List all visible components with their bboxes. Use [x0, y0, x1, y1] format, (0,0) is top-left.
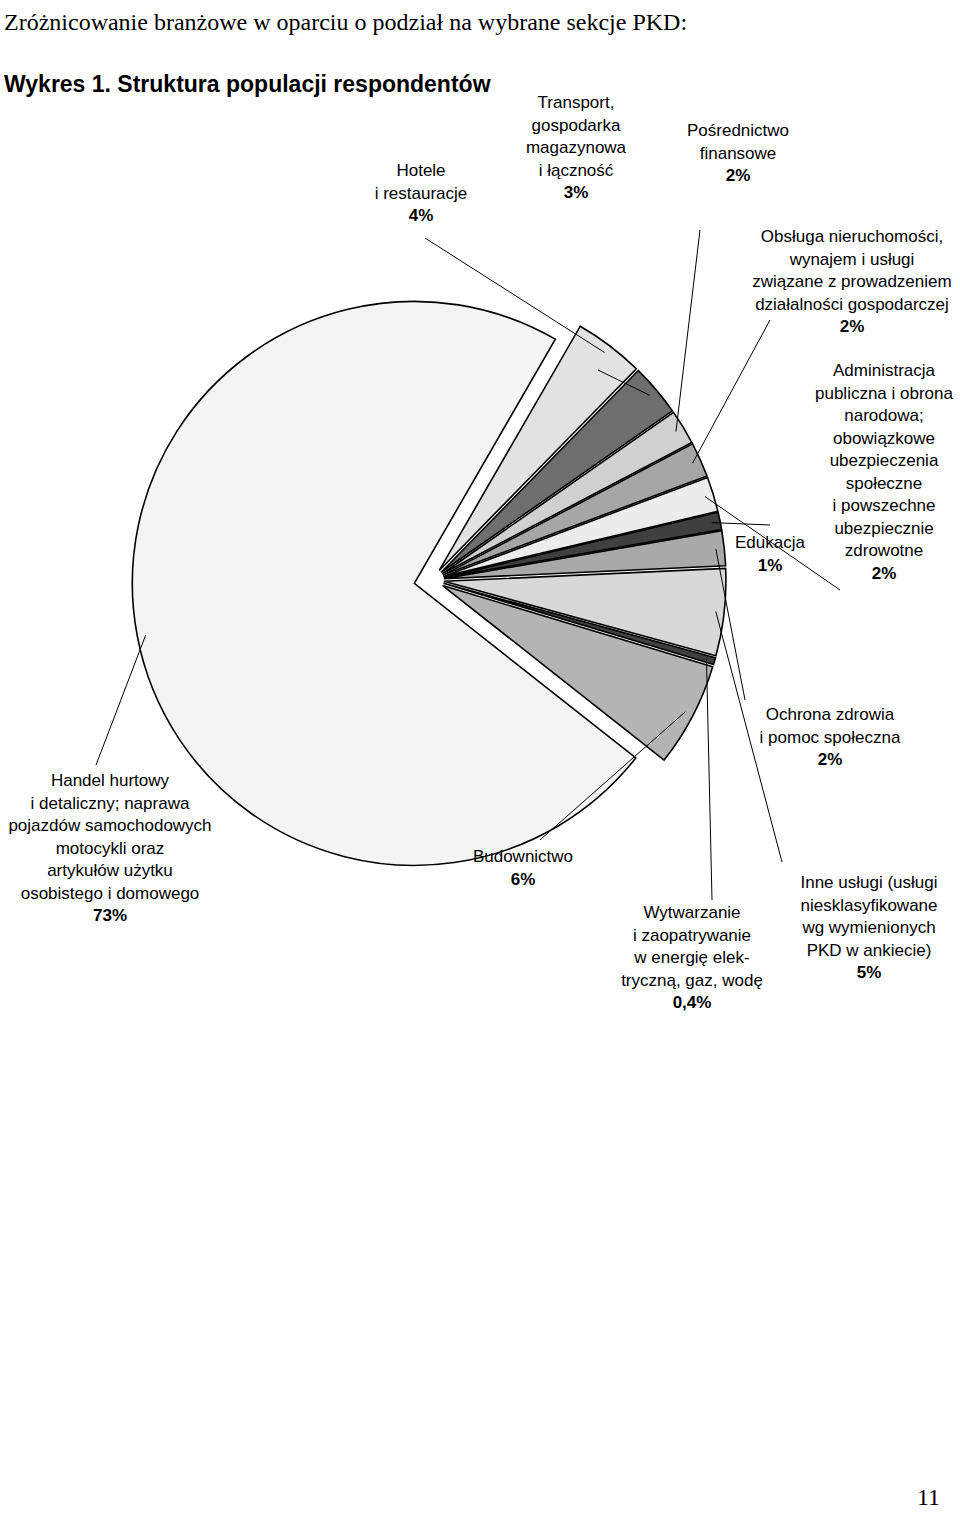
- category-label: Edukacja: [735, 533, 805, 552]
- leader-line: [716, 612, 782, 862]
- data-label: 6%: [511, 870, 536, 889]
- leader-line: [706, 659, 712, 900]
- leader-line: [598, 370, 650, 395]
- leader-line: [705, 497, 840, 590]
- leader-line: [425, 238, 605, 352]
- category-label: Obsługa nieruchomości,wynajem i usługizw…: [752, 227, 951, 314]
- data-label: 1%: [758, 556, 783, 575]
- pie: [132, 301, 726, 865]
- data-label: 5%: [857, 963, 882, 982]
- leader-line: [712, 523, 770, 525]
- category-label: Budownictwo: [473, 847, 573, 866]
- data-label: 2%: [840, 317, 865, 336]
- leader-line: [96, 635, 146, 765]
- category-label: Pośrednictwofinansowe: [687, 121, 789, 163]
- slice: [132, 301, 635, 865]
- chart: Zróżnicowanie branżowe w oparciu o podzi…: [0, 0, 960, 1517]
- category-label: Transport,gospodarkamagazynowai łączność: [526, 93, 627, 180]
- category-label: Handel hurtowyi detaliczny; naprawapojaz…: [8, 771, 211, 903]
- data-label: 2%: [818, 750, 843, 769]
- page-number: 11: [917, 1484, 940, 1510]
- title: Wykres 1. Struktura populacji respondent…: [4, 71, 491, 97]
- category-label: Ochrona zdrowiai pomoc społeczna: [760, 705, 901, 747]
- leader-line: [716, 549, 745, 700]
- category-label: Wytwarzaniei zaopatrywaniew energię elek…: [621, 903, 763, 990]
- category-label: Inne usługi (usługiniesklasyfikowanewg w…: [800, 873, 937, 960]
- data-label: 2%: [726, 166, 751, 185]
- leader-line: [540, 712, 685, 840]
- data-label: 0,4%: [673, 993, 712, 1012]
- labels: Hotelei restauracje 4% Transport,gospodark…: [8, 93, 953, 1012]
- data-label: 73%: [93, 906, 127, 925]
- leader-line: [693, 320, 770, 463]
- data-label: 3%: [564, 183, 589, 202]
- data-label: 2%: [872, 564, 897, 583]
- data-label: 4%: [409, 206, 434, 225]
- heading: Zróżnicowanie branżowe w oparciu o podzi…: [4, 9, 687, 35]
- leader-line: [676, 230, 700, 432]
- category-label: Administracjapubliczna i obronanarodowa;…: [815, 361, 954, 560]
- category-label: Hotelei restauracje: [375, 161, 468, 203]
